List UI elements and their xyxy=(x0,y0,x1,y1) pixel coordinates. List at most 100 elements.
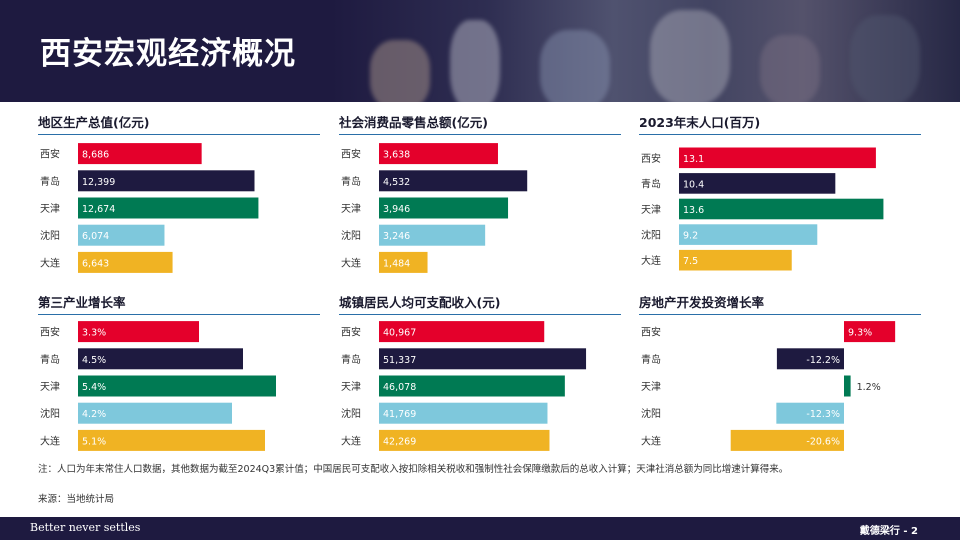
data-label: 3,946 xyxy=(383,204,410,215)
data-label: 13.1 xyxy=(683,154,704,165)
photo-figure xyxy=(540,30,610,102)
data-label: 4.2% xyxy=(82,409,106,420)
data-label: 7.5 xyxy=(683,256,698,267)
category-label: 沈阳 xyxy=(341,229,361,242)
data-label: 41,769 xyxy=(383,409,416,420)
bar-qingdao xyxy=(776,348,844,370)
data-label: 46,078 xyxy=(383,382,416,393)
source-note: 来源：当地统计局 xyxy=(38,494,115,505)
bar-dalian xyxy=(379,251,428,273)
footnote: 注：人口为年末常住人口数据，其他数据为截至2024Q3累计值；中国居民可支配收入… xyxy=(38,464,789,475)
category-label: 沈阳 xyxy=(341,407,361,420)
retail-sales-chart: 西安 3,638 青岛 4,532 天津 3,946 沈阳 3,246 大连 1,484 xyxy=(341,143,528,273)
population-panel: 2023年末人口(百万) xyxy=(639,114,921,135)
data-label: 6,643 xyxy=(82,258,109,269)
category-label: 西安 xyxy=(641,326,661,339)
page-number: 戴德梁行 - 2 xyxy=(859,526,918,537)
income-panel: 城镇居民人均可支配收入(元) xyxy=(339,294,621,315)
photo-figure xyxy=(850,15,920,102)
category-label: 西安 xyxy=(341,148,361,161)
tertiary-growth-chart: 西安 3.3% 青岛 4.5% 天津 5.4% 沈阳 4.2% 大连 5.1% xyxy=(40,321,276,451)
category-label: 西安 xyxy=(641,152,661,165)
category-label: 大连 xyxy=(341,434,361,447)
data-label: 12,399 xyxy=(82,177,115,188)
bar-qingdao xyxy=(379,170,528,192)
data-label: 1.2% xyxy=(857,382,881,393)
bar-dalian xyxy=(78,251,173,273)
header-banner: 西安宏观经济概况 xyxy=(0,0,960,102)
panel-title: 第三产业增长率 xyxy=(38,294,320,315)
bar-tianjin xyxy=(379,375,565,397)
data-label: 8,686 xyxy=(82,150,109,161)
bar-xian xyxy=(679,147,876,169)
category-label: 沈阳 xyxy=(641,407,661,420)
tertiary-growth-panel: 第三产业增长率 xyxy=(38,294,320,315)
category-label: 大连 xyxy=(641,254,661,267)
photo-figure xyxy=(370,40,430,102)
photo-figure xyxy=(450,20,500,102)
bar-tianjin xyxy=(78,375,276,397)
bar-xian xyxy=(78,143,202,165)
population-chart: 西安 13.1 青岛 10.4 天津 13.6 沈阳 9.2 大连 7.5 xyxy=(641,147,884,271)
gdp-panel: 地区生产总值(亿元) xyxy=(38,114,320,135)
category-label: 大连 xyxy=(341,256,361,269)
category-label: 青岛 xyxy=(341,175,361,188)
bar-qingdao xyxy=(78,170,255,192)
data-label: 3,638 xyxy=(383,150,410,161)
bar-qingdao xyxy=(379,348,587,370)
data-label: 1,484 xyxy=(383,258,410,269)
bar-tianjin xyxy=(844,375,851,397)
data-label: -20.6% xyxy=(806,436,840,447)
data-label: -12.3% xyxy=(806,409,840,420)
bar-dalian xyxy=(379,429,550,451)
data-label: 12,674 xyxy=(82,204,115,215)
category-label: 大连 xyxy=(40,256,60,269)
panel-title: 地区生产总值(亿元) xyxy=(38,114,320,135)
header-photo xyxy=(330,0,960,102)
income-chart: 西安 40,967 青岛 51,337 天津 46,078 沈阳 41,769 大连 42,269 xyxy=(341,321,587,451)
panel-title: 2023年末人口(百万) xyxy=(639,114,921,135)
bar-tianjin xyxy=(78,197,259,219)
footer-slogan: Better never settles xyxy=(30,521,141,534)
bar-shenyang xyxy=(679,224,818,245)
bar-shenyang xyxy=(379,224,486,246)
data-label: 40,967 xyxy=(383,328,416,339)
bar-dalian xyxy=(730,429,844,451)
bar-xian xyxy=(78,321,199,343)
category-label: 西安 xyxy=(341,326,361,339)
bar-qingdao xyxy=(679,173,836,194)
footer-bar: Better never settles 戴德梁行 - 2 xyxy=(0,517,960,540)
page-title: 西安宏观经济概况 xyxy=(40,36,296,72)
category-label: 大连 xyxy=(641,434,661,447)
category-label: 沈阳 xyxy=(641,229,661,242)
bar-tianjin xyxy=(679,198,884,220)
category-label: 天津 xyxy=(641,204,661,216)
data-label: 9.3% xyxy=(848,328,872,339)
category-label: 沈阳 xyxy=(40,229,60,242)
bar-tianjin xyxy=(379,197,509,219)
bar-dalian xyxy=(679,249,792,271)
bar-shenyang xyxy=(379,402,548,424)
category-label: 沈阳 xyxy=(40,407,60,420)
data-label: 4,532 xyxy=(383,177,410,188)
category-label: 大连 xyxy=(40,434,60,447)
panel-title: 房地产开发投资增长率 xyxy=(639,294,921,315)
category-label: 天津 xyxy=(341,203,361,215)
data-label: 3.3% xyxy=(82,328,106,339)
bar-shenyang xyxy=(78,224,165,246)
data-label: 5.4% xyxy=(82,382,106,393)
category-label: 天津 xyxy=(40,203,60,215)
panel-title: 社会消费品零售总额(亿元) xyxy=(339,114,621,135)
category-label: 青岛 xyxy=(40,175,60,188)
real-estate-growth-chart: 西安 9.3% 青岛 -12.2% 天津 1.2% 沈阳 -12.3% 大连 -20.6% xyxy=(641,321,896,451)
data-label: 13.6 xyxy=(683,205,704,216)
bar-qingdao xyxy=(78,348,243,370)
bar-dalian xyxy=(78,429,265,451)
panel-title: 城镇居民人均可支配收入(元) xyxy=(339,294,621,315)
bar-shenyang xyxy=(776,402,844,424)
category-label: 青岛 xyxy=(40,353,60,366)
category-label: 天津 xyxy=(641,381,661,393)
category-label: 青岛 xyxy=(341,353,361,366)
data-label: 3,246 xyxy=(383,231,410,242)
data-label: 51,337 xyxy=(383,355,416,366)
